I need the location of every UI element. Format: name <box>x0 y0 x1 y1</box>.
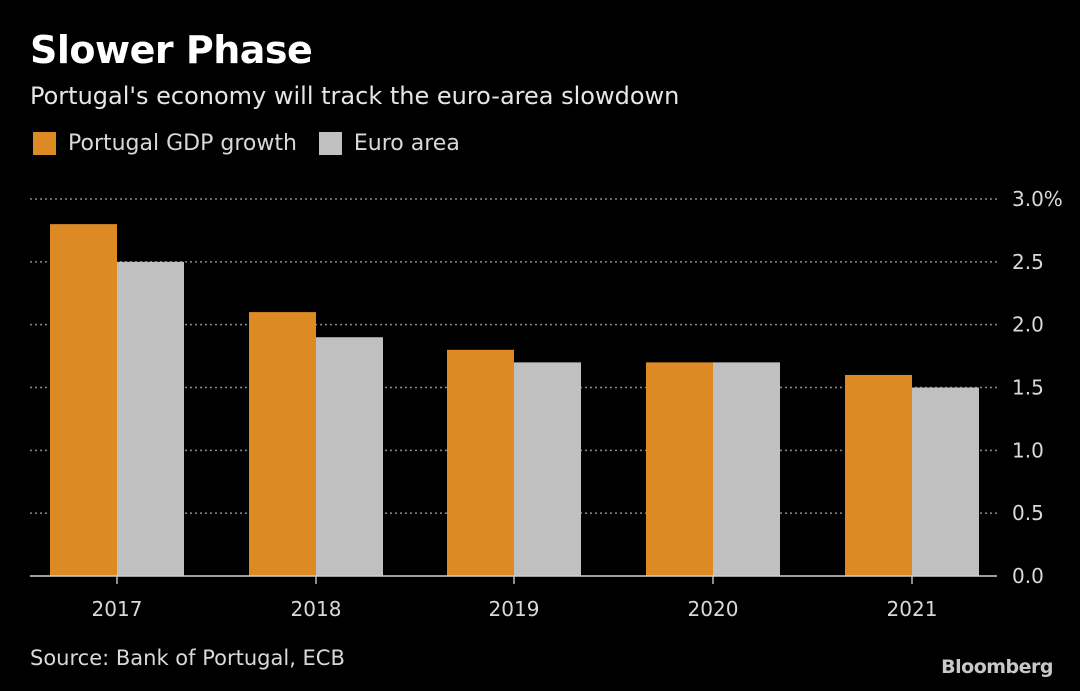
legend: Portugal GDP growth Euro area <box>33 131 482 156</box>
bar-portugal-2017 <box>50 224 117 576</box>
bar-portugal-2018 <box>249 312 316 576</box>
legend-swatch-euro-area <box>318 132 342 155</box>
y-tick-label: 0.5 <box>1012 501 1044 525</box>
x-tick-label: 2017 <box>92 597 143 621</box>
y-tick-label: 2.5 <box>1012 250 1044 274</box>
source-note: Source: Bank of Portugal, ECB <box>30 646 345 670</box>
legend-label-portugal: Portugal GDP growth <box>68 131 297 156</box>
bar-euro-area-2018 <box>316 337 383 576</box>
bar-portugal-2021 <box>845 374 912 576</box>
x-tick-label: 2020 <box>688 597 739 621</box>
bar-euro-area-2020 <box>713 362 780 576</box>
y-tick-label: 0.0 <box>1012 564 1044 588</box>
bar-euro-area-2021 <box>912 387 979 576</box>
x-tick-label: 2021 <box>887 597 938 621</box>
x-tick-label: 2018 <box>291 597 342 621</box>
y-tick-label: 3.0% <box>1012 187 1063 211</box>
legend-swatch-portugal <box>33 132 56 155</box>
bar-portugal-2019 <box>447 349 514 576</box>
y-tick-label: 1.0 <box>1012 438 1044 462</box>
x-tick-label: 2019 <box>489 597 540 621</box>
legend-label-euro-area: Euro area <box>353 131 460 156</box>
bar-euro-area-2019 <box>514 362 581 576</box>
y-tick-label: 2.0 <box>1012 313 1044 337</box>
bloomberg-logo: Bloomberg <box>941 656 1053 678</box>
y-tick-label: 1.5 <box>1012 376 1044 400</box>
chart-subtitle: Portugal's economy will track the euro-a… <box>30 82 680 110</box>
chart-title: Slower Phase <box>30 28 313 72</box>
bar-euro-area-2017 <box>117 261 184 576</box>
bar-portugal-2020 <box>646 362 713 576</box>
